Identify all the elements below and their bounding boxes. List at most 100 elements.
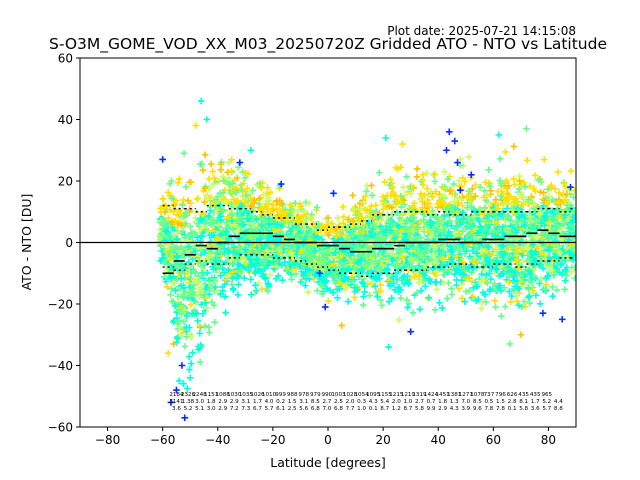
scatter-point <box>159 195 167 203</box>
scatter-point <box>439 249 447 256</box>
scatter-point <box>511 287 518 294</box>
scatter-point <box>517 278 525 286</box>
scatter-point <box>186 178 193 186</box>
scatter-point <box>222 309 230 316</box>
scatter-point <box>236 159 244 166</box>
scatter-point <box>324 249 332 257</box>
scatter-point <box>542 285 549 293</box>
scatter-point <box>172 287 179 294</box>
scatter-point <box>265 200 272 208</box>
scatter-point <box>265 194 273 202</box>
scatter-point <box>344 236 351 243</box>
scatter-point <box>526 299 534 307</box>
scatter-point <box>375 169 383 176</box>
scatter-point <box>201 151 209 159</box>
scatter-point <box>385 252 393 260</box>
scatter-point <box>287 249 295 257</box>
bin-count-label: 0.5 <box>484 399 493 405</box>
scatter-point <box>459 202 466 209</box>
scatter-point <box>511 272 518 279</box>
scatter-point <box>418 198 426 205</box>
scatter-point <box>174 211 181 219</box>
scatter-point <box>282 266 290 274</box>
scatter-point <box>158 254 166 262</box>
scatter-point <box>187 229 195 237</box>
scatter-point <box>351 294 358 301</box>
scatter-point <box>407 223 415 231</box>
scatter-point <box>303 243 311 251</box>
scatter-point <box>561 286 569 293</box>
scatter-point <box>514 244 522 252</box>
scatter-point <box>220 177 227 184</box>
scatter-point <box>389 273 397 281</box>
scatter-point <box>282 208 290 216</box>
scatter-point <box>361 288 368 296</box>
scatter-point <box>177 221 185 229</box>
scatter-point <box>170 279 177 286</box>
scatter-point <box>225 235 233 242</box>
scatter-point <box>537 276 545 283</box>
scatter-point <box>490 228 498 235</box>
bin-count-label: 5.2 <box>542 399 551 405</box>
scatter-point <box>327 253 335 261</box>
scatter-point <box>440 201 448 208</box>
scatter-point <box>177 275 185 283</box>
scatter-point <box>452 265 460 272</box>
x-tick-label: 80 <box>541 433 556 447</box>
scatter-point <box>198 233 205 240</box>
x-tick-label: 40 <box>431 433 446 447</box>
scatter-point <box>483 255 490 262</box>
scatter-point <box>338 322 346 329</box>
scatter-point <box>175 307 183 314</box>
scatter-point <box>222 276 229 284</box>
scatter-point <box>396 214 404 222</box>
scatter-point <box>188 334 195 341</box>
bin-count-label: 0.7 <box>427 399 436 405</box>
scatter-point <box>468 202 475 210</box>
scatter-point <box>476 184 484 191</box>
scatter-point <box>236 215 243 223</box>
scatter-point <box>325 231 332 239</box>
scatter-point <box>347 281 355 289</box>
scatter-point <box>191 306 198 314</box>
scatter-point <box>531 172 539 179</box>
scatter-point <box>314 287 321 294</box>
scatter-point <box>397 227 405 235</box>
scatter-point <box>395 316 403 324</box>
bin-count-label: 6.8 <box>311 406 320 412</box>
scatter-point <box>212 257 219 265</box>
y-tick-label: 40 <box>58 113 73 127</box>
scatter-point <box>172 217 179 225</box>
scatter-point <box>463 232 471 239</box>
scatter-point <box>185 353 193 361</box>
scatter-point <box>364 259 371 267</box>
scatter-point <box>213 235 221 242</box>
scatter-point <box>228 167 235 175</box>
scatter-point <box>543 209 551 216</box>
scatter-point <box>181 316 188 323</box>
scatter-point <box>499 242 507 250</box>
scatter-point <box>374 293 381 300</box>
scatter-point <box>448 285 455 293</box>
scatter-point <box>319 290 326 298</box>
bin-count-label: 1.7 <box>531 399 540 405</box>
bin-count-label: 6.1 <box>276 406 285 412</box>
scatter-point <box>537 178 545 186</box>
scatter-point <box>391 225 399 233</box>
scatter-point <box>399 274 406 282</box>
scatter-point <box>265 220 273 228</box>
scatter-point <box>451 270 458 278</box>
scatter-point <box>493 219 501 226</box>
scatter-point <box>435 227 443 234</box>
scatter-point <box>186 324 193 331</box>
x-tick-label: −40 <box>205 433 230 447</box>
scatter-point <box>185 243 192 251</box>
scatter-point <box>551 185 559 193</box>
scatter-point <box>436 232 444 240</box>
scatter-point <box>168 219 176 226</box>
bin-count-label: 1030 <box>227 392 242 398</box>
scatter-point <box>443 146 450 154</box>
scatter-point <box>242 238 249 245</box>
scatter-point <box>311 247 319 255</box>
